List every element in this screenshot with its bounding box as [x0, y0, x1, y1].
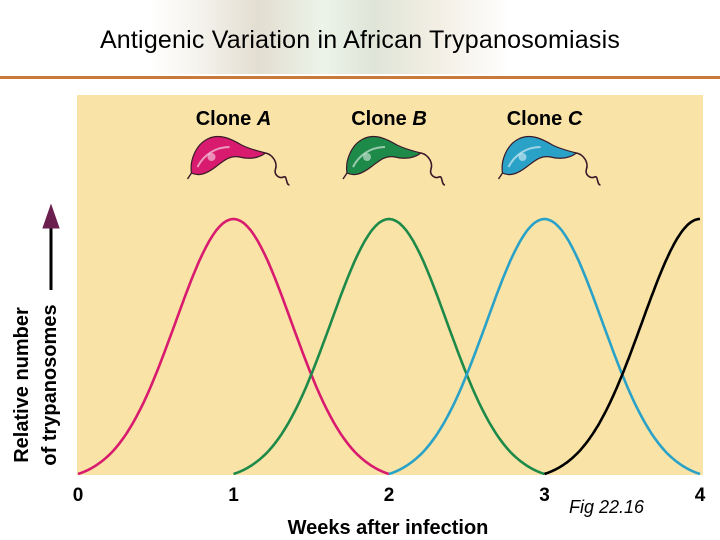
y-axis-title-line: of trypanosomes [39, 304, 61, 465]
clone-label: Clone A [196, 108, 272, 130]
slide-title: Antigenic Variation in African Trypanoso… [99, 26, 621, 54]
title-divider [0, 76, 720, 79]
series-clone-a [77, 217, 390, 476]
trypanosome-icon [497, 135, 601, 186]
clone-label: Clone C [507, 108, 583, 130]
trypanosome-icon [342, 135, 446, 186]
y-axis-group: Relative number of trypanosomes [11, 203, 61, 466]
series-clone-c [388, 217, 701, 476]
x-axis-title: Weeks after infection [288, 517, 489, 539]
x-tick-label: 3 [539, 485, 550, 506]
trypanosome-icon [186, 135, 290, 186]
x-tick-label: 4 [695, 485, 706, 506]
plot-background [77, 95, 703, 475]
clone-icons [186, 135, 601, 186]
series-layer [77, 217, 701, 476]
series-next-clone [544, 217, 701, 476]
clone-labels: Clone A Clone B Clone C [196, 108, 583, 130]
y-axis-arrow-head [42, 203, 60, 229]
title-banner: Antigenic Variation in African Trypanoso… [0, 0, 720, 78]
x-tick-labels: 0 1 2 3 4 [73, 485, 706, 506]
figure-caption: Fig 22.16 [569, 497, 645, 517]
x-tick-label: 1 [228, 485, 239, 506]
x-tick-label: 2 [384, 485, 395, 506]
banner-background-image [150, 0, 510, 74]
clone-label: Clone B [351, 108, 427, 130]
y-axis-title-line: Relative number [11, 307, 33, 463]
series-clone-b [233, 217, 545, 476]
x-tick-label: 0 [73, 485, 84, 506]
